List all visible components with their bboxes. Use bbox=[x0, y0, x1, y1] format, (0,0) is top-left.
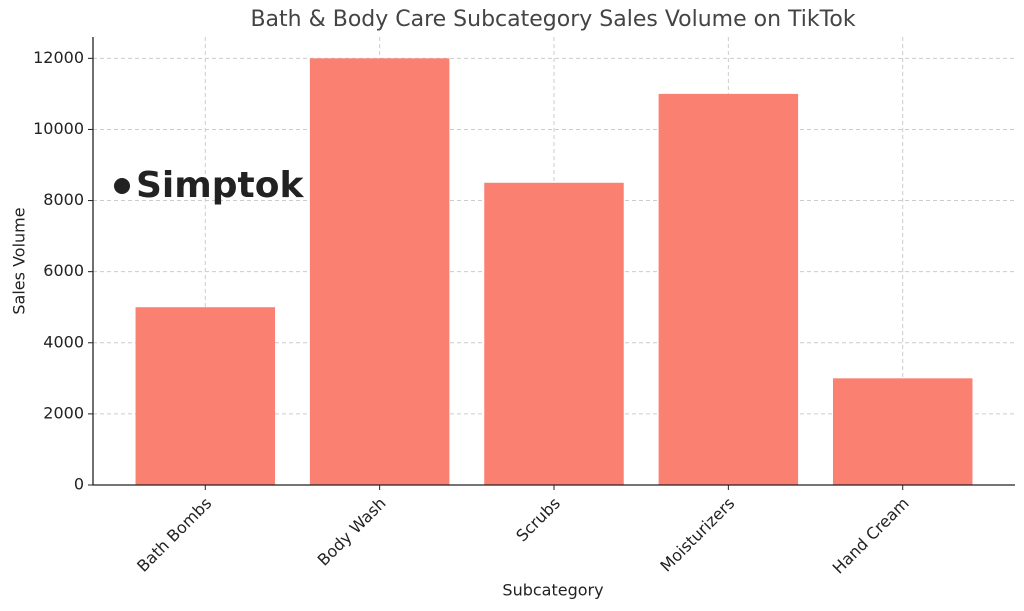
y-tick-label: 10000 bbox=[33, 119, 84, 138]
bar bbox=[135, 307, 276, 485]
x-tick-label: Hand Cream bbox=[829, 494, 913, 578]
watermark-group: Simptok bbox=[114, 165, 304, 206]
watermark-icon bbox=[114, 178, 130, 194]
x-tick-label: Scrubs bbox=[512, 494, 564, 546]
y-tick-label: 12000 bbox=[33, 48, 84, 67]
y-axis-label: Sales Volume bbox=[10, 207, 29, 314]
watermark: Simptok bbox=[136, 165, 304, 206]
y-tick-label: 4000 bbox=[43, 332, 84, 351]
x-axis-label: Subcategory bbox=[502, 581, 603, 600]
bar bbox=[309, 58, 450, 485]
x-tick-label: Moisturizers bbox=[656, 494, 738, 576]
y-tick-label: 0 bbox=[74, 475, 84, 494]
bar bbox=[832, 378, 973, 485]
y-tick-label: 8000 bbox=[43, 190, 84, 209]
y-tick-label: 2000 bbox=[43, 403, 84, 422]
plot-area: 0 2000 4000 6000 8000 10000 12000 Bath Bombs Bod… bbox=[33, 37, 1015, 578]
chart-title: Bath & Body Care Subcategory Sales Volum… bbox=[250, 7, 855, 32]
bar bbox=[658, 93, 799, 485]
x-tick-label: Body Wash bbox=[314, 494, 390, 570]
x-tick-label: Bath Bombs bbox=[133, 494, 215, 576]
bar bbox=[484, 182, 624, 485]
y-tick-label: 6000 bbox=[43, 261, 84, 280]
